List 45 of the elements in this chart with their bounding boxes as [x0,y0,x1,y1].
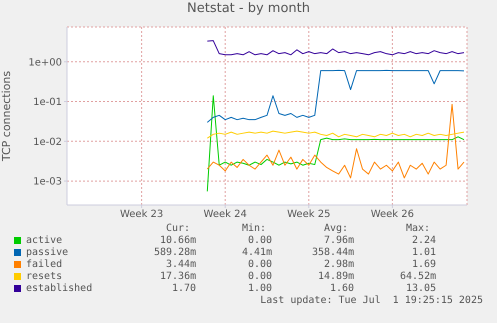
x-tick-label: Week 26 [370,209,414,220]
text: 0.00 [248,235,272,246]
text: 1.60 [330,283,354,294]
text: 589.28m [154,247,196,258]
y-tick-label: 1e-01 [33,97,62,108]
text: Cur: [166,223,190,234]
line-series [206,95,465,192]
line-series [206,104,465,178]
text: 7.96m [324,235,354,246]
legend-label: passive [26,247,68,258]
y-tick-label: 1e-02 [33,136,62,148]
text: 10.66m [160,235,196,246]
text: 14.89m [318,271,354,282]
y-axis-title: TCP connections [0,70,13,162]
text: 1.70 [172,283,196,294]
text: 13.05 [406,283,436,294]
line-series [206,40,465,56]
y-tick-label: 1e-03 [33,176,62,188]
text: Min: [242,223,266,234]
y-tick-label: 1e+00 [28,57,62,68]
legend-label: active [26,235,62,246]
text: 3.44m [166,259,196,270]
text: Max: [406,223,430,234]
x-tick-label: Week 25 [287,209,330,220]
text: 17.36m [160,271,196,282]
text: 64.52m [400,271,436,282]
text: Last update: Tue Jul 1 19:25:15 2025 [260,295,483,306]
text: 4.41m [242,247,272,258]
legend-label: failed [26,259,62,270]
line-series [206,70,465,123]
text: 0.00 [248,259,272,270]
text: 2.24 [412,235,436,246]
text: 1.00 [248,283,272,294]
chart-title: Netstat - by month [186,1,311,16]
x-tick-label: Week 23 [120,209,164,220]
legend-label: established [26,283,92,294]
text: 2.98m [324,259,354,270]
text: 0.00 [248,271,272,282]
x-tick-label: Week 24 [204,209,247,220]
text: 1.01 [412,247,436,258]
text: Avg: [324,223,348,234]
legend-label: resets [26,271,62,282]
text: 358.44m [312,247,354,258]
line-series [206,130,465,139]
text: 1.69 [412,259,436,270]
